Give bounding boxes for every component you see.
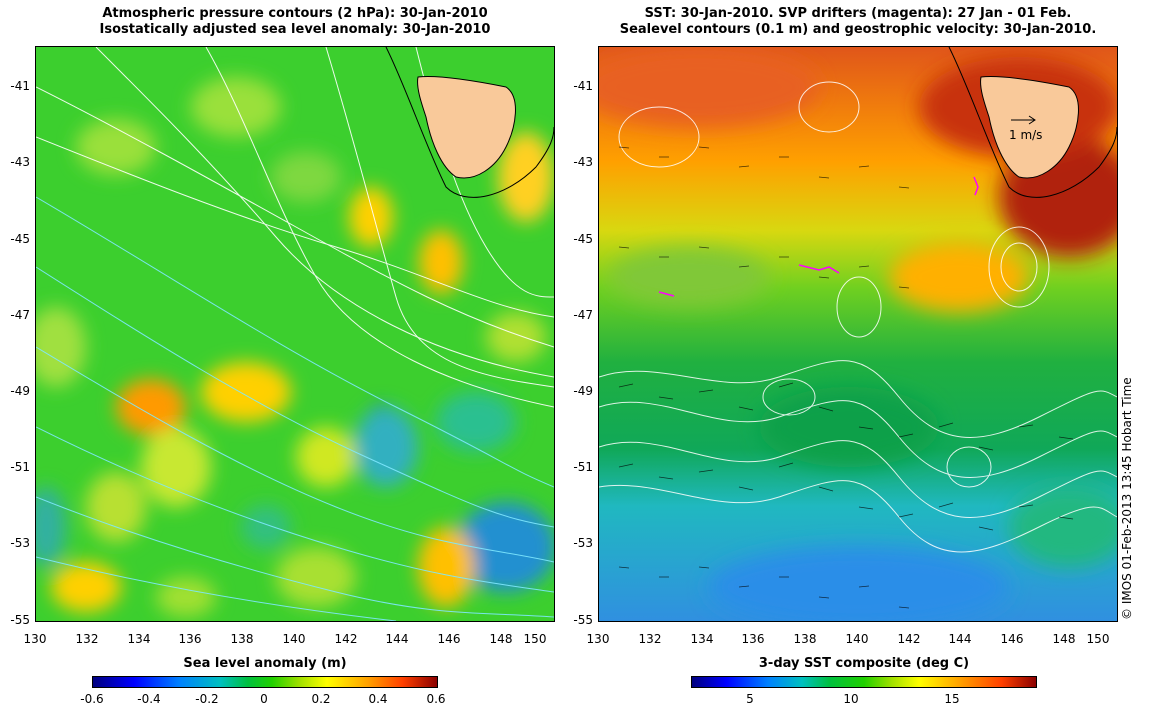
x-tick-label: 148	[489, 632, 513, 646]
x-tick-label: 138	[793, 632, 817, 646]
tasmania-landmass	[980, 76, 1079, 179]
x-tick-label: 136	[178, 632, 202, 646]
right-title-line1: SST: 30-Jan-2010. SVP drifters (magenta)…	[644, 6, 1072, 21]
y-tick-label: -43	[10, 155, 30, 169]
y-tick-label: -49	[10, 384, 30, 398]
y-tick-label: -55	[573, 613, 593, 627]
imos-credit: © IMOS 01-Feb-2013 13:45 Hobart Time	[1120, 377, 1134, 620]
left-title-line2: Isostatically adjusted sea level anomaly…	[99, 22, 491, 37]
colorbar-tick-label: 10	[843, 692, 859, 706]
x-tick-label: 132	[638, 632, 662, 646]
y-tick-label: -47	[573, 308, 593, 322]
pressure-contours-low	[36, 196, 554, 621]
sla-colorbar	[92, 676, 438, 688]
colorbar-tick-label: 0.2	[311, 692, 331, 706]
y-tick-label: -45	[573, 232, 593, 246]
y-tick-label: -53	[573, 536, 593, 550]
x-tick-label: 142	[334, 632, 358, 646]
x-tick-label: 144	[948, 632, 972, 646]
right-title-line2: Sealevel contours (0.1 m) and geostrophi…	[619, 22, 1097, 37]
colorbar-tick-label: 0.6	[426, 692, 446, 706]
velocity-scale-label: 1 m/s	[1009, 128, 1042, 142]
sla-colorbar-label: Sea level anomaly (m)	[183, 656, 347, 671]
x-tick-label: 134	[127, 632, 151, 646]
colorbar-tick-label: 15	[944, 692, 960, 706]
y-tick-label: -51	[10, 460, 30, 474]
right-map-title: SST: 30-Jan-2010. SVP drifters (magenta)…	[598, 6, 1118, 38]
sea-level-anomaly-map	[35, 46, 555, 622]
x-tick-label: 136	[741, 632, 765, 646]
svp-drifter-track-3	[973, 176, 979, 196]
x-tick-label: 132	[75, 632, 99, 646]
x-tick-label: 150	[1086, 632, 1110, 646]
sst-map-svg: 1 m/s	[599, 47, 1117, 621]
velocity-scale: 1 m/s	[1009, 115, 1042, 142]
x-tick-label: 140	[282, 632, 306, 646]
sla-anomaly-field	[36, 77, 554, 617]
sst-colorbar	[691, 676, 1037, 688]
shelf-contour	[385, 47, 554, 198]
left-map-title: Atmospheric pressure contours (2 hPa): 3…	[35, 6, 555, 38]
velocity-scale-arrow	[1011, 115, 1036, 125]
y-tick-label: -45	[10, 232, 30, 246]
x-tick-label: 130	[586, 632, 610, 646]
x-tick-label: 140	[845, 632, 869, 646]
x-tick-label: 148	[1052, 632, 1076, 646]
geostrophic-velocity-arrows	[618, 146, 1074, 609]
shelf-contour	[948, 47, 1117, 198]
y-tick-label: -49	[573, 384, 593, 398]
colorbar-tick-label: 0.4	[368, 692, 388, 706]
left-title-line1: Atmospheric pressure contours (2 hPa): 3…	[102, 6, 488, 21]
sea-level-contours	[599, 81, 1117, 553]
svp-drifter-track-2	[658, 291, 675, 297]
pressure-contours	[36, 47, 554, 408]
x-tick-label: 150	[523, 632, 547, 646]
x-tick-label: 142	[897, 632, 921, 646]
colorbar-tick-label: -0.6	[80, 692, 104, 706]
y-tick-label: -51	[573, 460, 593, 474]
y-tick-label: -47	[10, 308, 30, 322]
colorbar-tick-label: 0	[260, 692, 268, 706]
y-tick-label: -55	[10, 613, 30, 627]
svp-drifter-track	[798, 264, 840, 274]
x-tick-label: 130	[23, 632, 47, 646]
colorbar-tick-label: -0.2	[195, 692, 219, 706]
tasmania-landmass	[417, 76, 516, 179]
x-tick-label: 146	[1000, 632, 1024, 646]
colorbar-tick-label: -0.4	[137, 692, 161, 706]
y-tick-label: -53	[10, 536, 30, 550]
sst-colorbar-label: 3-day SST composite (deg C)	[758, 656, 970, 671]
y-tick-label: -43	[573, 155, 593, 169]
x-tick-label: 146	[437, 632, 461, 646]
sla-map-svg	[36, 47, 554, 621]
y-tick-label: -41	[10, 79, 30, 93]
x-tick-label: 138	[230, 632, 254, 646]
colorbar-tick-label: 5	[746, 692, 754, 706]
sst-map: 1 m/s	[598, 46, 1118, 622]
y-tick-label: -41	[573, 79, 593, 93]
x-tick-label: 144	[385, 632, 409, 646]
x-tick-label: 134	[690, 632, 714, 646]
